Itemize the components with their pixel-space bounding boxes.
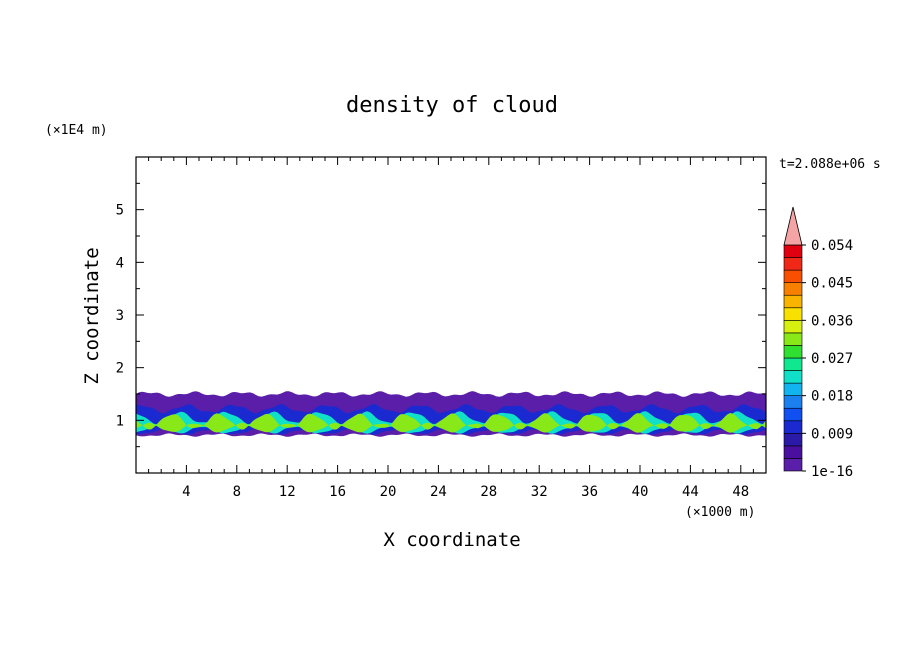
- colorbar-swatch: [783, 257, 803, 271]
- colorbar-tick-label: 0.054: [811, 238, 853, 254]
- colorbar-extend-arrow: [783, 206, 803, 246]
- x-tick-label: 28: [480, 484, 497, 500]
- plot-frame: [135, 156, 767, 474]
- colorbar-tick-label: 0.009: [811, 426, 853, 442]
- colorbar-swatch: [783, 395, 803, 409]
- time-label: t=2.088e+06 s: [779, 157, 881, 172]
- x-tick-label: 4: [182, 484, 190, 500]
- colorbar-swatch: [783, 320, 803, 334]
- y-tick-label: 3: [116, 308, 124, 324]
- colorbar-swatch: [783, 294, 803, 309]
- colorbar: 1e-16 0.009 0.018 0.027 0.036 0.045 0.054: [783, 206, 853, 480]
- y-axis-ticks: 1 2 3 4 5: [116, 182, 766, 448]
- y-tick-label: 1: [116, 413, 124, 429]
- x-tick-label: 32: [531, 484, 548, 500]
- colorbar-swatch: [783, 307, 803, 321]
- colorbar-swatch: [783, 357, 803, 371]
- x-unit-label: (×1000 m): [685, 505, 755, 520]
- colorbar-swatch: [783, 433, 803, 447]
- colorbar-swatch: [783, 244, 803, 258]
- colorbar-tick-label: 0.018: [811, 389, 853, 405]
- x-tick-label: 20: [380, 484, 397, 500]
- x-tick-label: 44: [682, 484, 699, 500]
- colorbar-tick-label: 0.045: [811, 276, 853, 292]
- chart-title: density of cloud: [346, 93, 558, 118]
- colorbar-tick-label: 0.036: [811, 313, 853, 329]
- plot-field: [136, 391, 766, 437]
- colorbar-tick-label: 1e-16: [811, 464, 853, 480]
- colorbar-swatch: [783, 420, 803, 434]
- x-tick-label: 36: [581, 484, 598, 500]
- y-tick-label: 2: [116, 361, 124, 377]
- colorbar-swatch: [783, 345, 803, 359]
- colorbar-swatch: [783, 282, 803, 296]
- x-tick-label: 40: [632, 484, 649, 500]
- colorbar-swatch: [783, 407, 803, 422]
- y-tick-label: 4: [116, 255, 124, 271]
- y-unit-label: (×1E4 m): [45, 123, 108, 138]
- x-tick-label: 48: [732, 484, 749, 500]
- x-tick-label: 12: [279, 484, 296, 500]
- y-tick-label: 5: [116, 203, 124, 219]
- x-axis-label: X coordinate: [383, 529, 520, 551]
- x-tick-label: 16: [329, 484, 346, 500]
- colorbar-swatch: [783, 332, 803, 346]
- colorbar-swatch: [783, 269, 803, 283]
- colorbar-swatch: [783, 458, 803, 472]
- colorbar-tick-label: 0.027: [811, 351, 853, 367]
- cloud-layer: [136, 413, 766, 433]
- x-tick-label: 8: [233, 484, 241, 500]
- y-axis-label: Z coordinate: [81, 247, 103, 384]
- colorbar-swatch: [783, 382, 803, 396]
- colorbar-swatch: [783, 445, 803, 459]
- x-axis-ticks: 4 8 12 16 20 24 28 32 36 40 44 48: [148, 157, 754, 500]
- x-tick-label: 24: [430, 484, 447, 500]
- colorbar-swatch: [783, 370, 803, 384]
